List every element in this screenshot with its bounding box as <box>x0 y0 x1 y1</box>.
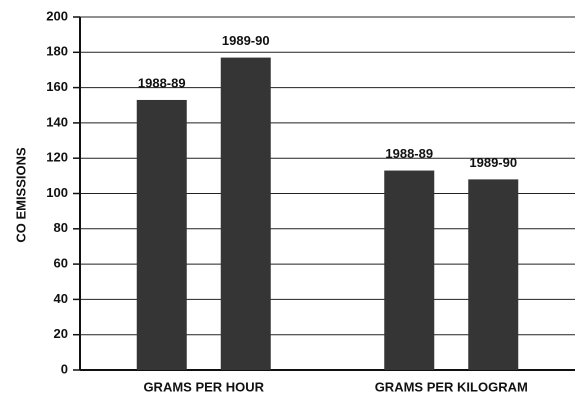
bar <box>220 57 271 370</box>
y-tick-label: 180 <box>46 44 68 59</box>
bar <box>136 99 187 370</box>
y-tick-label: 40 <box>54 291 68 306</box>
y-tick-label: 160 <box>46 79 68 94</box>
y-tick-label: 20 <box>54 326 68 341</box>
x-tick-label: GRAMS PER KILOGRAM <box>375 379 528 394</box>
bar-label: 1989-90 <box>222 33 270 48</box>
bar-label: 1988-89 <box>385 146 433 161</box>
bar <box>468 179 519 370</box>
x-tick-label: GRAMS PER HOUR <box>143 379 264 394</box>
bar-label: 1988-89 <box>138 75 186 90</box>
y-tick-label: 200 <box>46 8 68 23</box>
y-axis-label: CO EMISSIONS <box>13 147 28 243</box>
bar <box>384 170 435 370</box>
y-tick-label: 140 <box>46 114 68 129</box>
y-tick-label: 80 <box>54 220 68 235</box>
y-tick-label: 0 <box>61 361 68 376</box>
y-tick-label: 120 <box>46 150 68 165</box>
bar-label: 1989-90 <box>469 155 517 170</box>
y-tick-label: 60 <box>54 256 68 271</box>
y-tick-label: 100 <box>46 185 68 200</box>
